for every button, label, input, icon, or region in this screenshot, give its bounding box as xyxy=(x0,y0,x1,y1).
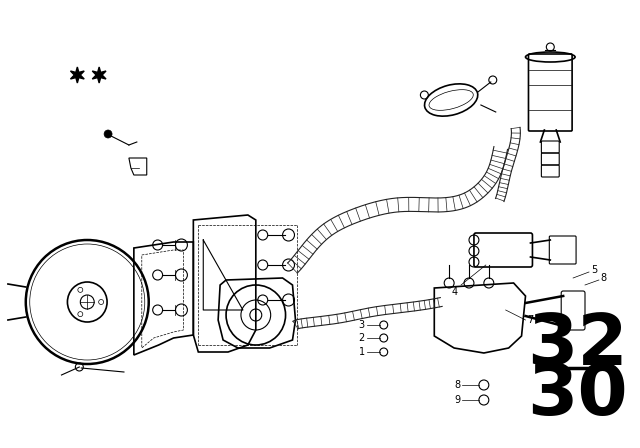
Text: 30: 30 xyxy=(527,361,627,430)
Circle shape xyxy=(104,130,112,138)
Text: 8: 8 xyxy=(601,273,607,283)
Polygon shape xyxy=(70,67,84,83)
Text: 5: 5 xyxy=(591,265,597,275)
Text: 9: 9 xyxy=(454,395,460,405)
Polygon shape xyxy=(92,67,106,83)
Text: 8: 8 xyxy=(454,380,460,390)
Text: 1: 1 xyxy=(359,347,365,357)
Text: 4: 4 xyxy=(452,287,458,297)
Text: 7: 7 xyxy=(527,315,534,325)
Text: 2: 2 xyxy=(358,333,365,343)
Text: 3: 3 xyxy=(359,320,365,330)
Text: 32: 32 xyxy=(527,310,627,379)
